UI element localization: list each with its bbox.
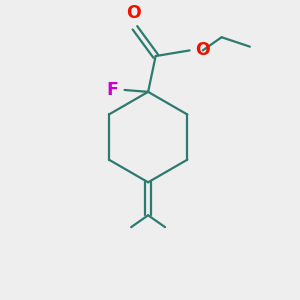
Text: F: F xyxy=(106,81,118,99)
Text: O: O xyxy=(126,4,140,22)
Text: O: O xyxy=(195,41,210,59)
